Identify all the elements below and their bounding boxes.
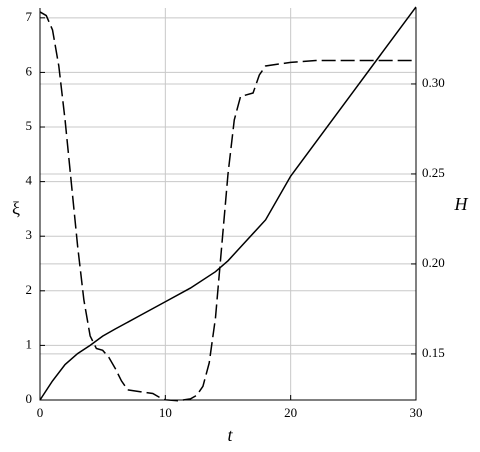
series-line — [39, 6, 417, 401]
y-tick-label: 6 — [26, 63, 33, 78]
x-tick-label: 20 — [284, 405, 297, 420]
y-tick-label: 1 — [26, 336, 33, 351]
x-tick-label: 10 — [159, 405, 172, 420]
x-axis-label: t — [227, 425, 233, 445]
y2-tick-label: 0.15 — [422, 345, 445, 360]
y-tick-label: 3 — [26, 227, 33, 242]
y2-tick-label: 0.25 — [422, 165, 445, 180]
y2-tick-label: 0.20 — [422, 255, 445, 270]
y-tick-label: 5 — [26, 118, 33, 133]
y-axis-label: ξ — [12, 198, 20, 218]
series-line — [39, 11, 416, 402]
x-tick-label: 30 — [410, 405, 423, 420]
y2-tick-label: 0.30 — [422, 75, 445, 90]
y2-axis-label: H — [454, 194, 469, 214]
x-tick-label: 0 — [37, 405, 44, 420]
y-tick-label: 7 — [26, 9, 33, 24]
y-tick-label: 2 — [26, 282, 33, 297]
axis-frame — [39, 8, 417, 401]
y-tick-label: 0 — [26, 391, 33, 406]
y-tick-label: 4 — [26, 173, 33, 188]
